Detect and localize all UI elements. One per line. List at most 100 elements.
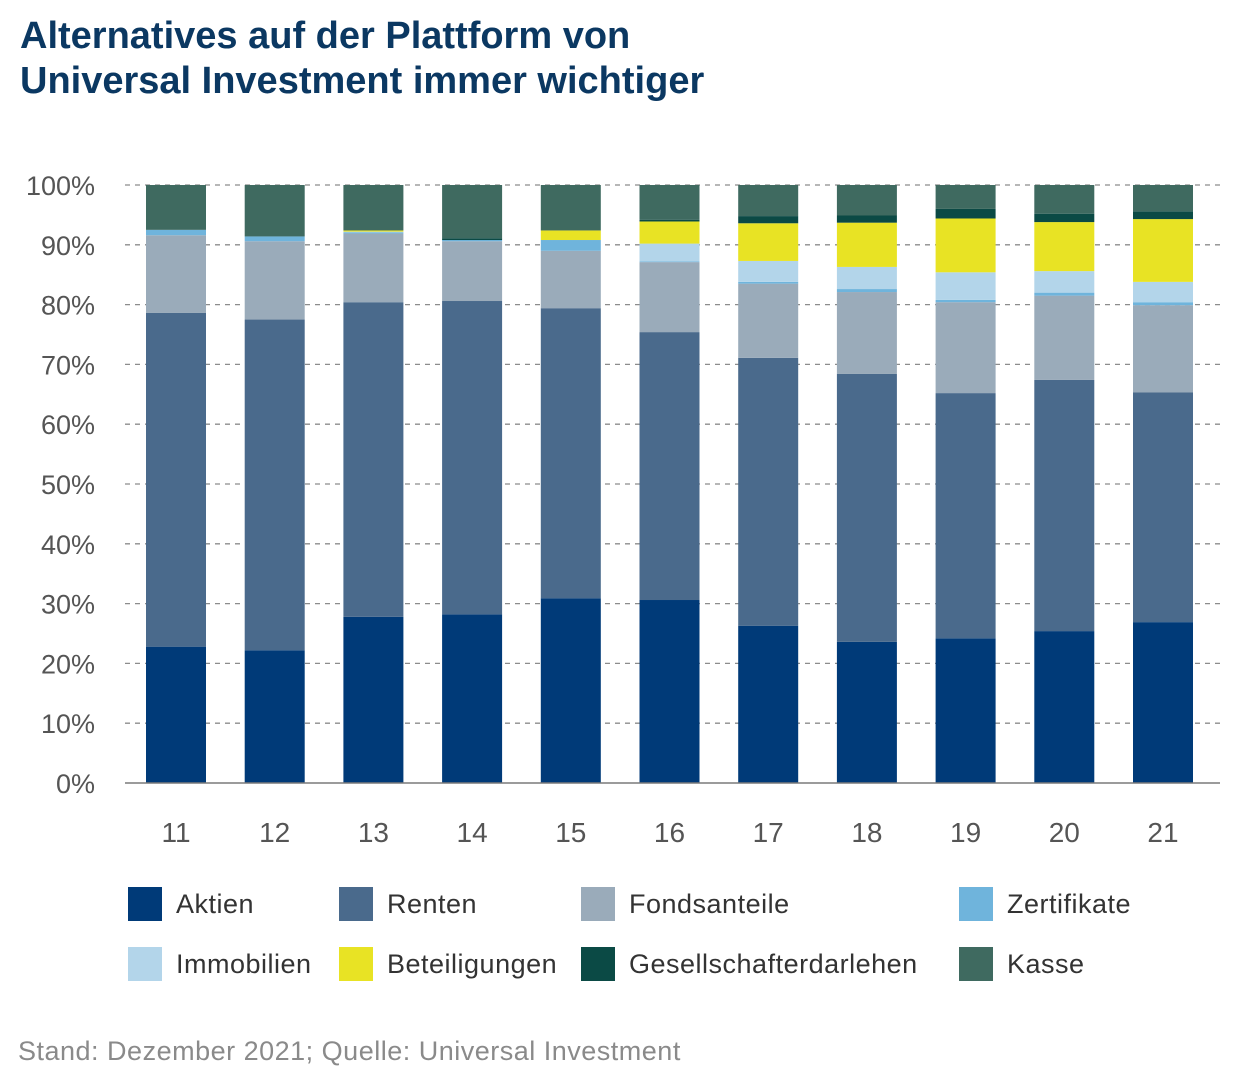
bar-segment-zertifikate-11 xyxy=(146,229,206,236)
bar-segment-immobilien-21 xyxy=(1133,281,1193,303)
x-tick-label: 14 xyxy=(457,817,488,848)
bar-segment-renten-21 xyxy=(1133,392,1193,623)
legend-item-aktien: Aktien xyxy=(128,886,254,922)
bar-segment-immobilien-20 xyxy=(1034,271,1095,293)
legend-item-fondsanteile: Fondsanteile xyxy=(581,886,790,922)
bar-segment-zertifikate-14 xyxy=(442,240,503,242)
legend-item-immobilien: Immobilien xyxy=(128,946,312,982)
bar-segment-gesellschafterdarlehen-20 xyxy=(1034,213,1095,223)
bar-segment-renten-19 xyxy=(935,393,996,639)
bar-segment-kasse-20 xyxy=(1034,185,1095,214)
legend-swatch xyxy=(959,947,993,981)
bar-segment-fondsanteile-11 xyxy=(146,235,206,313)
bar-segment-renten-14 xyxy=(442,301,503,615)
bar-segment-renten-15 xyxy=(540,308,601,599)
bar-segment-immobilien-19 xyxy=(935,272,996,300)
chart-title-line-1: Alternatives auf der Plattform von xyxy=(20,15,631,57)
bar-segment-fondsanteile-15 xyxy=(540,250,601,309)
bar-segment-fondsanteile-19 xyxy=(935,302,996,394)
x-tick-label: 11 xyxy=(161,817,190,848)
bar-segment-aktien-19 xyxy=(935,638,996,783)
legend-label: Aktien xyxy=(176,888,255,919)
stacked-bar-chart: 0% 10% 20% 30% 40% 50% 60% 70% 80% 90% 100% 11 12 13 1… xyxy=(26,171,1220,848)
legend-label: Kasse xyxy=(1007,948,1085,979)
legend-swatch xyxy=(128,887,162,921)
legend-item-renten: Renten xyxy=(339,886,477,922)
bar-segment-fondsanteile-16 xyxy=(639,262,700,333)
bar-segment-kasse-11 xyxy=(146,185,206,230)
bar-segment-aktien-17 xyxy=(738,625,799,783)
bar-segment-zertifikate-17 xyxy=(738,281,799,284)
y-tick-label: 70% xyxy=(41,350,95,380)
y-tick-label: 40% xyxy=(41,530,95,560)
bar-segment-aktien-21 xyxy=(1133,622,1193,783)
y-tick-label: 50% xyxy=(41,470,95,500)
y-tick-label: 0% xyxy=(56,769,95,799)
bar-segment-beteiligungen-19 xyxy=(935,218,996,273)
bar-segment-aktien-12 xyxy=(244,650,305,783)
bar-segment-renten-20 xyxy=(1034,379,1095,632)
x-tick-label: 16 xyxy=(654,817,685,848)
legend-swatch xyxy=(959,887,993,921)
bar-segment-fondsanteile-13 xyxy=(343,233,404,303)
bar-segment-zertifikate-15 xyxy=(540,240,601,251)
legend-label: Renten xyxy=(387,888,478,919)
legend-swatch xyxy=(581,947,615,981)
x-tick-label: 19 xyxy=(950,817,981,848)
bar-segment-immobilien-18 xyxy=(836,266,897,290)
bar-segment-gesellschafterdarlehen-14 xyxy=(442,238,503,241)
x-tick-label: 21 xyxy=(1147,817,1178,848)
x-tick-label: 12 xyxy=(259,817,290,848)
bar-segment-beteiligungen-21 xyxy=(1133,219,1193,282)
bar-segment-zertifikate-12 xyxy=(244,236,305,242)
bar-segment-kasse-15 xyxy=(540,185,601,231)
bar-segment-gesellschafterdarlehen-17 xyxy=(738,216,799,224)
legend-label: Zertifikate xyxy=(1007,888,1132,919)
bar-segment-aktien-15 xyxy=(540,598,601,783)
source-note: Stand: Dezember 2021; Quelle: Universal … xyxy=(18,1036,681,1066)
bar-segment-kasse-12 xyxy=(244,185,305,237)
legend-item-zertifikate: Zertifikate xyxy=(959,886,1131,922)
y-tick-label: 10% xyxy=(41,709,95,739)
y-tick-label: 60% xyxy=(41,410,95,440)
bar-segment-aktien-14 xyxy=(442,614,503,783)
bar-segment-beteiligungen-18 xyxy=(836,222,897,267)
bar-segment-kasse-16 xyxy=(639,185,700,220)
bar-segment-zertifikate-20 xyxy=(1034,292,1095,296)
legend-swatch xyxy=(581,887,615,921)
x-tick-label: 13 xyxy=(358,817,389,848)
bar-segment-renten-12 xyxy=(244,319,305,651)
x-tick-label: 18 xyxy=(851,817,882,848)
bar-segment-kasse-18 xyxy=(836,185,897,216)
bar-segment-fondsanteile-14 xyxy=(442,241,503,302)
bar-segment-beteiligungen-20 xyxy=(1034,222,1095,272)
bar-segment-zertifikate-21 xyxy=(1133,302,1193,306)
legend-item-kasse: Kasse xyxy=(959,946,1085,982)
legend-item-beteiligungen: Beteiligungen xyxy=(339,946,557,982)
bar-segment-renten-16 xyxy=(639,332,700,601)
bar-segment-gesellschafterdarlehen-19 xyxy=(935,208,996,219)
legend-label: Immobilien xyxy=(176,948,312,979)
bar-segment-aktien-13 xyxy=(343,616,404,783)
bar-segment-zertifikate-18 xyxy=(836,289,897,293)
bar-segment-kasse-19 xyxy=(935,185,996,209)
y-tick-label: 80% xyxy=(41,291,95,321)
legend-label: Beteiligungen xyxy=(387,948,558,979)
x-tick-label: 20 xyxy=(1049,817,1080,848)
bar-segment-zertifikate-19 xyxy=(935,299,996,303)
legend-swatch xyxy=(128,947,162,981)
bar-segment-fondsanteile-18 xyxy=(836,292,897,374)
chart-legend: Aktien Renten Fondsanteile Zertifikate Immob… xyxy=(128,886,1228,996)
bar-segment-kasse-21 xyxy=(1133,185,1193,212)
bar-segment-zertifikate-13 xyxy=(343,232,404,234)
bar-segment-gesellschafterdarlehen-16 xyxy=(639,219,700,222)
bar-segment-fondsanteile-20 xyxy=(1034,295,1095,380)
legend-label: Fondsanteile xyxy=(629,888,790,919)
bar-segment-kasse-14 xyxy=(442,185,503,239)
bar-segment-beteiligungen-15 xyxy=(540,230,601,241)
bar-segment-kasse-17 xyxy=(738,185,799,217)
x-tick-label: 17 xyxy=(753,817,784,848)
bar-segment-fondsanteile-21 xyxy=(1133,305,1193,393)
bar-segment-renten-13 xyxy=(343,302,404,617)
bar-segment-aktien-18 xyxy=(836,641,897,783)
